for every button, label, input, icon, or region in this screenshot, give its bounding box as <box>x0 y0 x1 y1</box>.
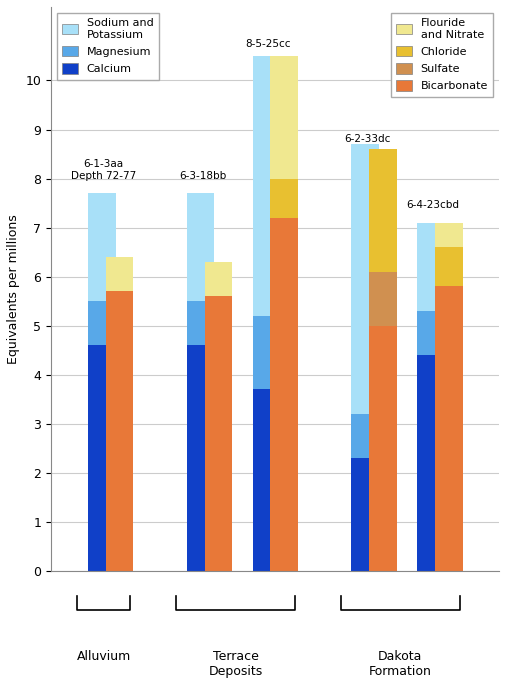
Bar <box>252 316 280 390</box>
Bar <box>88 301 116 346</box>
Text: Dakota
Formation: Dakota Formation <box>368 650 431 678</box>
Bar <box>88 194 116 301</box>
Bar <box>351 458 378 571</box>
Bar <box>88 346 116 571</box>
Bar <box>252 56 280 316</box>
Bar <box>417 355 444 571</box>
Bar <box>351 144 378 414</box>
Bar <box>369 272 396 326</box>
Bar <box>369 326 396 571</box>
Bar <box>369 149 396 272</box>
Bar <box>186 194 214 301</box>
Bar <box>204 296 232 571</box>
Text: Terrace
Deposits: Terrace Deposits <box>208 650 262 678</box>
Bar <box>434 247 462 287</box>
Bar <box>252 390 280 571</box>
Text: 8-5-25cc: 8-5-25cc <box>245 39 291 49</box>
Bar <box>417 311 444 355</box>
Text: 6-2-33dc: 6-2-33dc <box>343 134 390 144</box>
Bar <box>186 346 214 571</box>
Text: 6-1-3aa
Depth 72-77: 6-1-3aa Depth 72-77 <box>71 160 136 181</box>
Bar <box>351 414 378 458</box>
Bar <box>270 56 297 179</box>
Bar <box>186 301 214 346</box>
Legend: Flouride
and Nitrate, Chloride, Sulfate, Bicarbonate: Flouride and Nitrate, Chloride, Sulfate,… <box>390 12 492 97</box>
Text: Alluvium: Alluvium <box>77 650 131 663</box>
Bar <box>270 179 297 218</box>
Bar <box>204 262 232 296</box>
Text: 6-3-18bb: 6-3-18bb <box>179 171 226 181</box>
Bar <box>434 223 462 247</box>
Text: 6-4-23cbd: 6-4-23cbd <box>406 200 459 210</box>
Bar <box>270 218 297 571</box>
Bar <box>417 223 444 311</box>
Y-axis label: Equivalents per millions: Equivalents per millions <box>7 214 20 364</box>
Bar <box>106 257 133 291</box>
Bar <box>106 291 133 571</box>
Bar <box>434 287 462 571</box>
